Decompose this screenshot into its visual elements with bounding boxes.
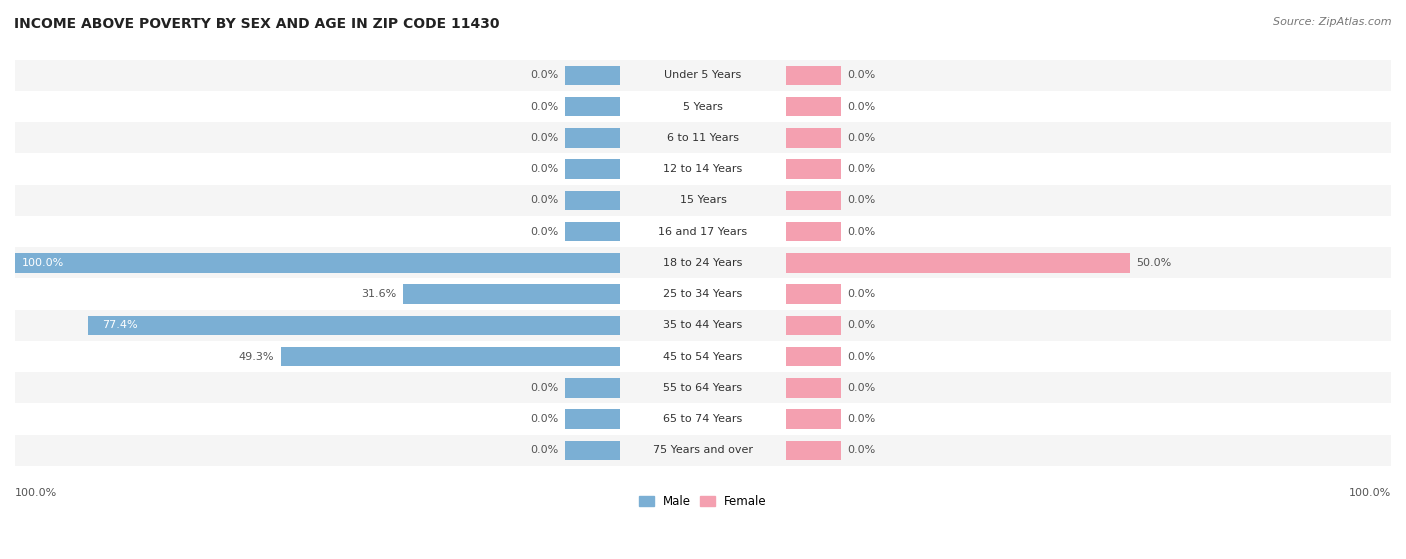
- Text: 35 to 44 Years: 35 to 44 Years: [664, 320, 742, 330]
- Bar: [786, 409, 841, 429]
- Text: INCOME ABOVE POVERTY BY SEX AND AGE IN ZIP CODE 11430: INCOME ABOVE POVERTY BY SEX AND AGE IN Z…: [14, 17, 499, 31]
- Text: Under 5 Years: Under 5 Years: [665, 70, 741, 80]
- Text: 0.0%: 0.0%: [848, 102, 876, 112]
- Bar: [786, 222, 841, 241]
- Bar: [404, 285, 620, 304]
- Text: 12 to 14 Years: 12 to 14 Years: [664, 164, 742, 174]
- Text: 0.0%: 0.0%: [848, 414, 876, 424]
- Text: 0.0%: 0.0%: [530, 195, 558, 205]
- Text: 0.0%: 0.0%: [848, 226, 876, 236]
- Bar: [786, 347, 841, 366]
- Bar: [786, 285, 841, 304]
- Bar: [15, 216, 1391, 247]
- Bar: [786, 316, 841, 335]
- Text: 77.4%: 77.4%: [101, 320, 138, 330]
- Text: 0.0%: 0.0%: [530, 383, 558, 393]
- Text: 0.0%: 0.0%: [848, 320, 876, 330]
- Text: 55 to 64 Years: 55 to 64 Years: [664, 383, 742, 393]
- Text: 100.0%: 100.0%: [15, 488, 58, 498]
- Bar: [565, 97, 620, 116]
- Text: 0.0%: 0.0%: [530, 133, 558, 143]
- Bar: [15, 435, 1391, 466]
- Bar: [565, 222, 620, 241]
- Text: 0.0%: 0.0%: [848, 352, 876, 362]
- Text: 45 to 54 Years: 45 to 54 Years: [664, 352, 742, 362]
- Bar: [15, 404, 1391, 435]
- Text: 49.3%: 49.3%: [239, 352, 274, 362]
- Text: 75 Years and over: 75 Years and over: [652, 446, 754, 456]
- Bar: [565, 440, 620, 460]
- Text: 6 to 11 Years: 6 to 11 Years: [666, 133, 740, 143]
- Text: 0.0%: 0.0%: [530, 414, 558, 424]
- Text: 50.0%: 50.0%: [1136, 258, 1171, 268]
- Bar: [786, 97, 841, 116]
- Text: 31.6%: 31.6%: [361, 289, 396, 299]
- Bar: [786, 191, 841, 210]
- Bar: [565, 128, 620, 148]
- Bar: [15, 60, 1391, 91]
- Text: 0.0%: 0.0%: [530, 446, 558, 456]
- Text: 18 to 24 Years: 18 to 24 Years: [664, 258, 742, 268]
- Bar: [15, 91, 1391, 122]
- Bar: [786, 440, 841, 460]
- Text: 0.0%: 0.0%: [848, 164, 876, 174]
- Text: 0.0%: 0.0%: [848, 70, 876, 80]
- Legend: Male, Female: Male, Female: [634, 490, 772, 513]
- Text: 100.0%: 100.0%: [22, 258, 65, 268]
- Bar: [565, 409, 620, 429]
- Bar: [15, 122, 1391, 154]
- Bar: [786, 65, 841, 85]
- Bar: [15, 247, 1391, 278]
- Text: 0.0%: 0.0%: [530, 102, 558, 112]
- Text: 0.0%: 0.0%: [848, 195, 876, 205]
- Bar: [786, 253, 1129, 273]
- Bar: [565, 378, 620, 397]
- Text: 0.0%: 0.0%: [848, 289, 876, 299]
- Text: 65 to 74 Years: 65 to 74 Years: [664, 414, 742, 424]
- Bar: [565, 191, 620, 210]
- Bar: [565, 65, 620, 85]
- Text: 16 and 17 Years: 16 and 17 Years: [658, 226, 748, 236]
- Bar: [89, 316, 620, 335]
- Bar: [15, 278, 1391, 310]
- Text: 0.0%: 0.0%: [530, 164, 558, 174]
- Bar: [15, 372, 1391, 404]
- Bar: [281, 347, 620, 366]
- Text: Source: ZipAtlas.com: Source: ZipAtlas.com: [1274, 17, 1392, 27]
- Bar: [15, 341, 1391, 372]
- Text: 0.0%: 0.0%: [530, 70, 558, 80]
- Text: 5 Years: 5 Years: [683, 102, 723, 112]
- Bar: [0, 253, 620, 273]
- Bar: [786, 378, 841, 397]
- Bar: [15, 154, 1391, 184]
- Text: 25 to 34 Years: 25 to 34 Years: [664, 289, 742, 299]
- Text: 100.0%: 100.0%: [1348, 488, 1391, 498]
- Text: 0.0%: 0.0%: [848, 383, 876, 393]
- Text: 0.0%: 0.0%: [848, 446, 876, 456]
- Bar: [15, 184, 1391, 216]
- Bar: [565, 159, 620, 179]
- Text: 0.0%: 0.0%: [530, 226, 558, 236]
- Bar: [786, 128, 841, 148]
- Bar: [786, 159, 841, 179]
- Text: 0.0%: 0.0%: [848, 133, 876, 143]
- Bar: [15, 310, 1391, 341]
- Text: 15 Years: 15 Years: [679, 195, 727, 205]
